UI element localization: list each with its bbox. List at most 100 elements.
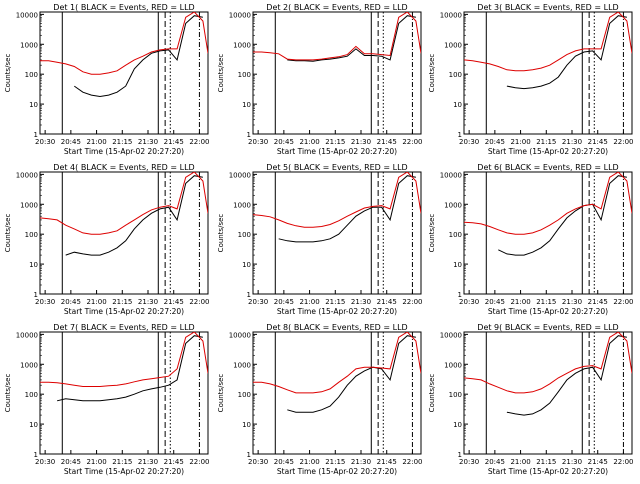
x-tick-label: 21:45 xyxy=(588,298,608,306)
y-tick-label: 10 xyxy=(242,261,251,269)
det-panel-9: Det 9( BLACK = Events, RED = LLD 1 10 100 10… xyxy=(428,323,634,476)
y-tick-label: 100 xyxy=(25,231,38,239)
det-panel-1: Det 1( BLACK = Events, RED = LLD 1 10 100 10… xyxy=(4,3,210,156)
x-tick-label: 21:45 xyxy=(164,458,184,466)
x-tick-label: 21:00 xyxy=(299,138,319,146)
x-tick-label: 22:00 xyxy=(402,138,422,146)
y-tick-label: 10000 xyxy=(229,11,251,19)
y-tick-label: 1 xyxy=(34,291,38,299)
y-tick-label: 1 xyxy=(247,131,251,139)
x-axis-label: Start Time (15-Apr-02 20:27:20) xyxy=(277,307,397,316)
x-tick-label: 20:45 xyxy=(274,458,294,466)
series-line-events xyxy=(498,175,627,256)
y-tick-label: 1000 xyxy=(20,201,38,209)
x-tick-label: 20:45 xyxy=(61,138,81,146)
y-tick-label: 10000 xyxy=(440,331,462,339)
x-axis-label: Start Time (15-Apr-02 20:27:20) xyxy=(64,147,184,156)
series-line-events xyxy=(287,15,416,62)
y-tick-label: 1 xyxy=(247,291,251,299)
y-axis-label: Counts/sec xyxy=(217,54,225,93)
y-axis-label: Counts/sec xyxy=(4,54,12,93)
y-axis-label: Counts/sec xyxy=(217,374,225,413)
x-tick-label: 22:00 xyxy=(613,298,633,306)
x-axis-label: Start Time (15-Apr-02 20:27:20) xyxy=(488,307,608,316)
y-tick-label: 1000 xyxy=(444,201,462,209)
x-tick-label: 22:00 xyxy=(402,298,422,306)
y-tick-label: 10 xyxy=(242,421,251,429)
y-tick-label: 10 xyxy=(29,421,38,429)
y-tick-label: 1 xyxy=(458,131,462,139)
x-axis-label: Start Time (15-Apr-02 20:27:20) xyxy=(64,307,184,316)
x-tick-label: 21:00 xyxy=(510,138,530,146)
x-tick-label: 21:15 xyxy=(112,138,132,146)
x-tick-label: 20:30 xyxy=(459,458,479,466)
plot-frame xyxy=(252,171,422,295)
x-tick-label: 20:45 xyxy=(485,138,505,146)
det-panel-6: Det 6( BLACK = Events, RED = LLD 1 10 100 10… xyxy=(428,163,634,316)
series-line-lld xyxy=(40,12,208,75)
det-panel-2: Det 2( BLACK = Events, RED = LLD 1 10 100 10… xyxy=(217,3,423,156)
x-axis-label: Start Time (15-Apr-02 20:27:20) xyxy=(488,147,608,156)
plot-frame xyxy=(463,11,633,135)
x-tick-label: 21:45 xyxy=(588,458,608,466)
x-tick-label: 20:45 xyxy=(274,298,294,306)
x-tick-label: 20:30 xyxy=(248,298,268,306)
series-line-events xyxy=(278,175,416,243)
x-axis-label: Start Time (15-Apr-02 20:27:20) xyxy=(277,467,397,476)
panel-title: Det 8( BLACK = Events, RED = LLD xyxy=(266,323,407,332)
x-tick-label: 21:15 xyxy=(325,298,345,306)
y-tick-label: 100 xyxy=(449,71,462,79)
series-line-lld xyxy=(40,172,208,235)
y-tick-label: 100 xyxy=(238,391,251,399)
series-line-lld xyxy=(253,332,421,394)
x-tick-label: 21:00 xyxy=(299,458,319,466)
y-tick-label: 1 xyxy=(34,131,38,139)
series-line-lld xyxy=(464,172,632,235)
x-tick-label: 20:45 xyxy=(61,298,81,306)
x-tick-label: 21:30 xyxy=(351,298,371,306)
det-panel-7: Det 7( BLACK = Events, RED = LLD 1 10 100 10… xyxy=(4,323,210,476)
y-tick-label: 1000 xyxy=(20,361,38,369)
plot-frame xyxy=(39,331,209,455)
x-tick-label: 22:00 xyxy=(613,458,633,466)
series-line-lld xyxy=(464,12,632,72)
series-line-lld xyxy=(464,332,632,394)
series-line-events xyxy=(65,175,203,256)
x-tick-label: 21:45 xyxy=(377,458,397,466)
panel-title: Det 2( BLACK = Events, RED = LLD xyxy=(266,3,407,12)
y-tick-label: 100 xyxy=(25,71,38,79)
series-line-events xyxy=(56,335,203,402)
x-tick-label: 20:45 xyxy=(485,458,505,466)
x-tick-label: 20:30 xyxy=(35,298,55,306)
y-tick-label: 10000 xyxy=(229,171,251,179)
x-tick-label: 21:30 xyxy=(138,138,158,146)
y-axis-label: Counts/sec xyxy=(4,214,12,253)
x-tick-label: 21:15 xyxy=(536,138,556,146)
y-tick-label: 100 xyxy=(238,71,251,79)
y-tick-label: 10 xyxy=(453,421,462,429)
x-axis-label: Start Time (15-Apr-02 20:27:20) xyxy=(488,467,608,476)
y-tick-label: 1000 xyxy=(20,41,38,49)
x-tick-label: 20:45 xyxy=(274,138,294,146)
plot-frame xyxy=(39,171,209,295)
panel-title: Det 7( BLACK = Events, RED = LLD xyxy=(53,323,194,332)
y-tick-label: 1 xyxy=(458,291,462,299)
x-tick-label: 20:30 xyxy=(35,138,55,146)
series-line-lld xyxy=(253,172,421,228)
panel-title: Det 5( BLACK = Events, RED = LLD xyxy=(266,163,407,172)
plot-frame xyxy=(463,171,633,295)
x-tick-label: 20:30 xyxy=(248,458,268,466)
x-tick-label: 20:30 xyxy=(459,138,479,146)
x-tick-label: 21:00 xyxy=(86,298,106,306)
panel-title: Det 1( BLACK = Events, RED = LLD xyxy=(53,3,194,12)
y-tick-label: 1 xyxy=(458,451,462,459)
det-panel-3: Det 3( BLACK = Events, RED = LLD 1 10 100 10… xyxy=(428,3,634,156)
series-line-events xyxy=(74,15,203,98)
panel-title: Det 6( BLACK = Events, RED = LLD xyxy=(477,163,618,172)
series-line-lld xyxy=(40,332,208,387)
det-panel-4: Det 4( BLACK = Events, RED = LLD 1 10 100 10… xyxy=(4,163,210,316)
x-axis-label: Start Time (15-Apr-02 20:27:20) xyxy=(277,147,397,156)
series-line-events xyxy=(506,335,627,416)
y-tick-label: 100 xyxy=(238,231,251,239)
x-tick-label: 21:00 xyxy=(86,458,106,466)
